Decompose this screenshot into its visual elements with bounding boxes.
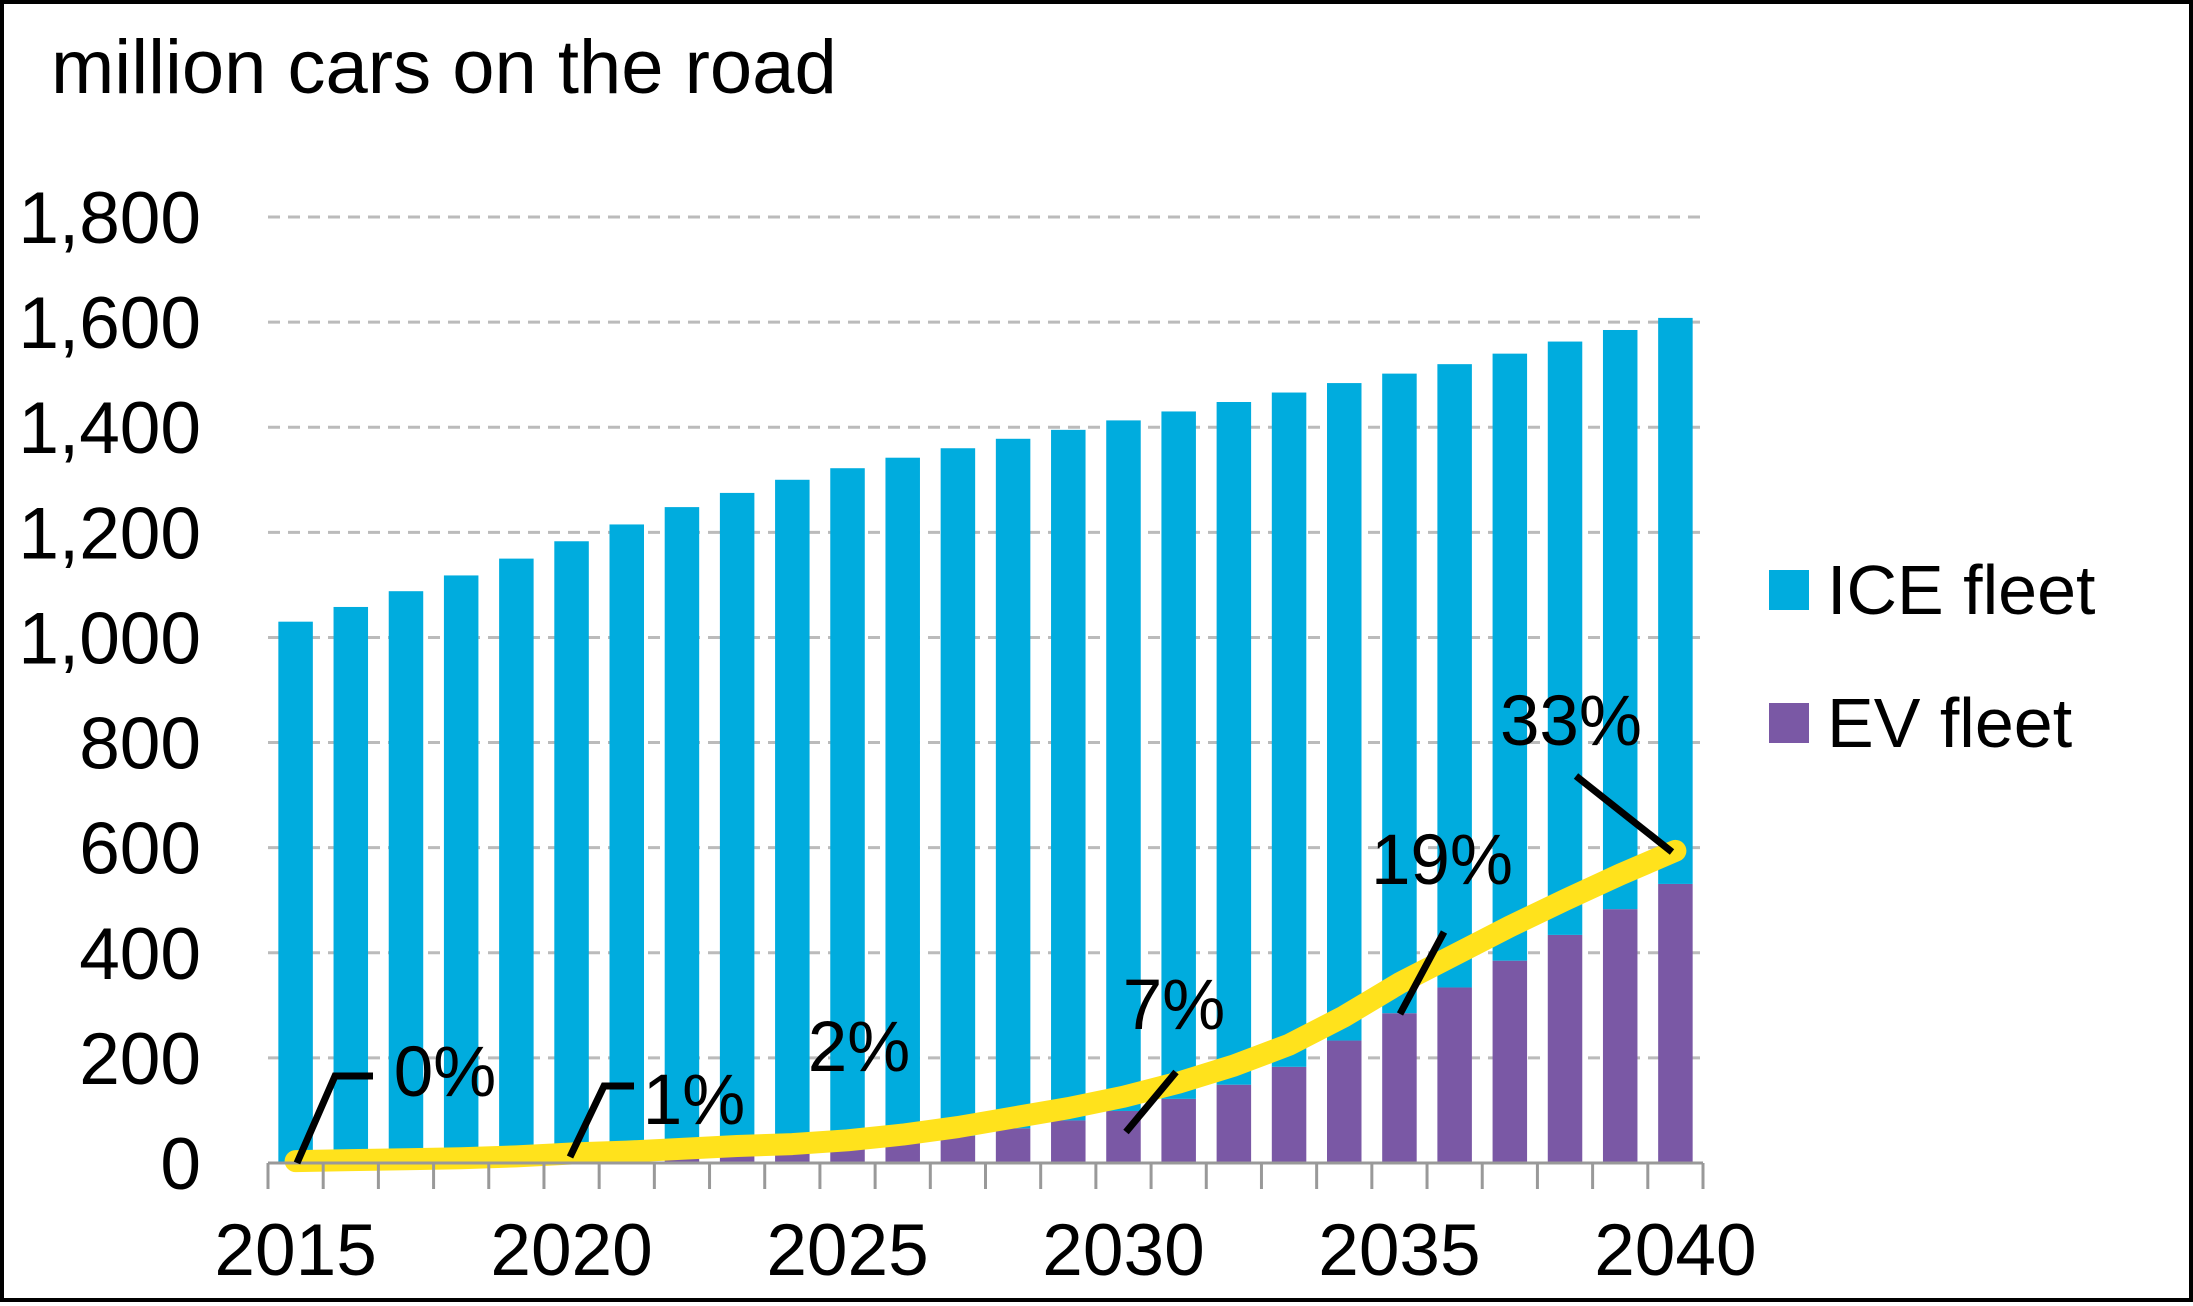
bar-ice-fleet [1216, 401, 1252, 1085]
bar-ice-fleet [1106, 420, 1141, 1111]
bar-ev-fleet [885, 1141, 920, 1163]
bar-ice-fleet [885, 457, 920, 1142]
bar-ice-fleet [609, 524, 644, 1156]
chart-title: million cars on the road [51, 25, 837, 110]
y-tick-label: 600 [79, 809, 201, 890]
y-tick-label: 800 [79, 704, 201, 785]
y-tick-label: 400 [79, 914, 201, 995]
bar-ice-fleet [719, 492, 755, 1151]
x-tick-label: 2030 [1042, 1210, 1204, 1291]
bar-ev-fleet [1161, 1098, 1196, 1163]
annotation-leader [293, 1072, 373, 1165]
ev-fleet-swatch-icon [1769, 703, 1809, 743]
bar-ice-fleet [1437, 364, 1472, 988]
bar-ice-fleet [995, 438, 1031, 1129]
y-tick-label: 200 [79, 1019, 201, 1100]
bar-ev-fleet [1547, 934, 1583, 1163]
ice-fleet-swatch-icon [1769, 570, 1809, 610]
ice-fleet-label: ICE fleet [1827, 551, 2096, 629]
bar-ev-fleet [1658, 883, 1693, 1163]
bar-ice-fleet [1547, 341, 1583, 935]
y-tick-label: 1,800 [18, 178, 201, 259]
ev-fleet-label: EV fleet [1827, 684, 2073, 762]
bar-ice-fleet [499, 558, 534, 1159]
annotation-label: 33% [1500, 682, 1642, 761]
annotation-leader [566, 1082, 634, 1159]
bar-ice-fleet [1327, 383, 1362, 1041]
bar-ev-fleet [1492, 960, 1528, 1163]
bar-ice-fleet [1161, 411, 1196, 1099]
x-tick-label: 2020 [490, 1210, 652, 1291]
x-tick-label: 2025 [766, 1210, 928, 1291]
ev-share-line [284, 839, 1687, 1173]
annotation-label: 1% [643, 1061, 746, 1140]
annotation-label: 0% [394, 1033, 497, 1112]
bar-ice-fleet [1658, 317, 1693, 884]
bar-ice-fleet [333, 606, 369, 1162]
x-tick-label: 2040 [1594, 1210, 1756, 1291]
bar-ice-fleet [443, 575, 479, 1160]
chart-canvas: 0 200 400 600 800 1,000 1,200 1,400 1,600 1,800 20… [18, 178, 1756, 1291]
bar-ev-fleet [1216, 1084, 1252, 1163]
bar-ice-fleet [830, 468, 865, 1147]
annotation-label: 2% [808, 1008, 911, 1087]
annotation-leader [1573, 773, 1675, 855]
legend-item-ev-fleet: EV fleet [1769, 687, 2072, 759]
annotation-leader [1396, 930, 1448, 1016]
bar-ev-fleet [1602, 909, 1638, 1163]
annotation-label: 19% [1371, 821, 1513, 900]
legend-item-ice-fleet: ICE fleet [1769, 554, 2095, 626]
bar-ev-fleet [1437, 987, 1472, 1163]
bar-ev-fleet [1271, 1066, 1307, 1163]
annotation-leader [1123, 1069, 1179, 1135]
y-tick-label: 1,000 [18, 598, 201, 679]
y-tick-label: 1,400 [18, 388, 201, 469]
y-tick-label: 1,200 [18, 493, 201, 574]
bar-ice-fleet [664, 507, 700, 1154]
bar-ev-fleet [940, 1135, 976, 1163]
bar-ev-fleet [1382, 1013, 1417, 1163]
bar-ev-fleet [1051, 1120, 1086, 1163]
bar-ice-fleet [278, 621, 313, 1162]
bar-ice-fleet [1382, 373, 1417, 1014]
bar-ice-fleet [1492, 353, 1528, 961]
annotation-label: 7% [1123, 966, 1226, 1045]
y-tick-label: 0 [160, 1124, 201, 1205]
bar-ice-fleet [554, 541, 589, 1157]
y-tick-label: 1,600 [18, 283, 201, 364]
x-tick-label: 2035 [1318, 1210, 1480, 1291]
bar-ice-fleet [388, 591, 424, 1161]
bar-ev-fleet [1327, 1040, 1362, 1163]
bar-ice-fleet [1271, 392, 1307, 1067]
bar-ev-fleet [995, 1128, 1031, 1163]
bar-ice-fleet [1051, 429, 1086, 1121]
x-tick-label: 2015 [214, 1210, 376, 1291]
bar-ice-fleet [940, 448, 976, 1136]
bar-ice-fleet [775, 479, 810, 1150]
